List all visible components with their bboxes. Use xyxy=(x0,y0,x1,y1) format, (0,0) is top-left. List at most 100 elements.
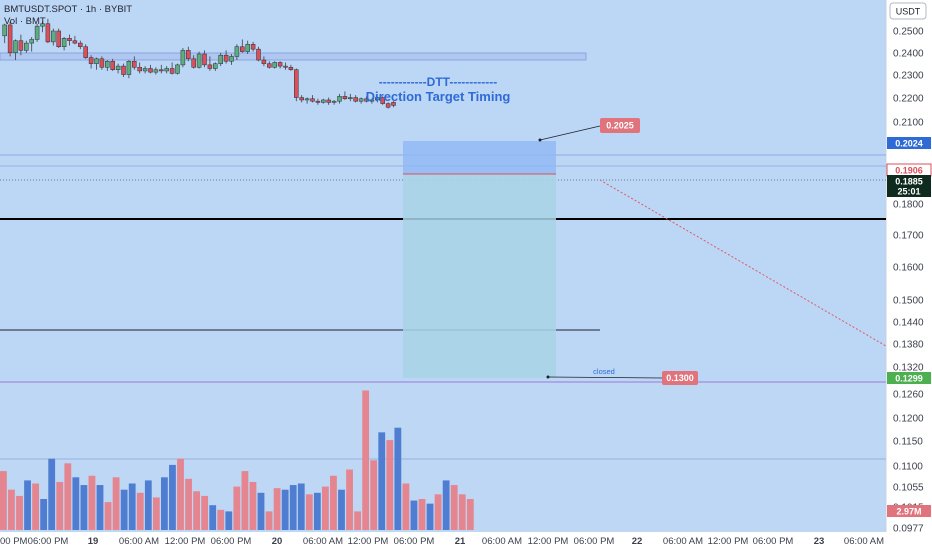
candle-body xyxy=(369,99,375,102)
currency-button-label: USDT xyxy=(896,7,921,17)
candlesticks xyxy=(2,18,396,109)
volume-bar xyxy=(209,505,217,530)
candle-body xyxy=(18,40,24,51)
target-callout-line xyxy=(539,125,601,141)
volume-bar xyxy=(72,477,80,530)
time-tick-label: 06:00 AM xyxy=(844,536,884,547)
candle-body xyxy=(72,40,78,44)
volume-bar xyxy=(265,511,273,530)
candle-body xyxy=(375,97,380,101)
candle-body xyxy=(121,65,126,75)
time-tick-label: 12:00 PM xyxy=(528,536,569,547)
candle-body xyxy=(94,58,99,64)
candle-body xyxy=(40,23,45,27)
axis-tag-volume: 2.97M xyxy=(896,507,921,517)
axis-tag-countdown: 25:01 xyxy=(897,187,920,197)
volume-bar xyxy=(346,469,353,530)
candle-body xyxy=(331,100,337,103)
time-tick-label: 06:00 PM xyxy=(753,536,794,547)
volume-bar xyxy=(338,489,345,530)
time-tick-label: 06:00 AM xyxy=(663,536,703,547)
time-tick-label: 23 xyxy=(814,536,825,547)
position-loss-zone[interactable] xyxy=(403,174,556,378)
volume-bar xyxy=(161,477,168,530)
candle-body xyxy=(229,56,234,62)
candle-body xyxy=(348,97,353,100)
volume-bar xyxy=(104,502,112,530)
volume-bar xyxy=(201,495,209,530)
target-callout-dot xyxy=(538,138,542,142)
volume-bar xyxy=(281,489,289,530)
volume-bar xyxy=(466,499,474,530)
candle-body xyxy=(283,65,288,68)
candle-body xyxy=(99,58,105,68)
candle-body xyxy=(353,97,358,102)
candle-body xyxy=(196,53,202,68)
time-tick-label: 21 xyxy=(455,536,466,547)
volume-bar xyxy=(289,485,297,530)
target-tag-box[interactable] xyxy=(600,118,640,133)
position-profit-zone[interactable] xyxy=(403,141,556,174)
candle-body xyxy=(310,98,315,102)
price-tick-label: 0.1800 xyxy=(893,200,924,211)
candle-body xyxy=(51,30,56,43)
time-axis[interactable]: 00 PM 06:00 PM 19 06:00 AM 12:00 PM 06:00 PM 2… xyxy=(0,536,884,547)
axis-tag-last: 0.1885 xyxy=(895,177,923,187)
volume-bar xyxy=(273,488,281,530)
time-tick-label: 22 xyxy=(632,536,643,547)
target-tag: 0.2025 xyxy=(606,121,634,131)
volume-bar xyxy=(56,481,64,530)
candle-body xyxy=(169,68,175,74)
candle-body xyxy=(213,63,218,69)
time-axis-background xyxy=(0,532,932,550)
candle-body xyxy=(245,44,250,52)
volume-bar xyxy=(394,427,402,530)
volume-bar xyxy=(120,489,128,530)
currency-button[interactable] xyxy=(889,2,927,20)
stop-tag-box[interactable] xyxy=(662,371,698,385)
volume-bar xyxy=(362,390,370,530)
volume-bar xyxy=(418,499,426,530)
volume-bar xyxy=(233,486,241,530)
dtt-subtitle: Direction Target Timing xyxy=(366,89,511,104)
time-tick-label: 12:00 PM xyxy=(165,536,206,547)
price-axis[interactable]: 0.2500 0.2400 0.2300 0.2200 0.2100 0.1800 0.17… xyxy=(893,27,924,535)
candle-body xyxy=(13,40,18,54)
volume-bar xyxy=(442,480,450,530)
price-tick-label: 0.0977 xyxy=(893,524,924,535)
price-tick-label: 0.2500 xyxy=(893,27,924,38)
volume-bar xyxy=(225,511,233,530)
volume-bar xyxy=(249,481,257,530)
volume-bar xyxy=(458,494,466,530)
candle-body xyxy=(56,30,61,47)
axis-tag-red: 0.1906 xyxy=(895,166,923,176)
volume-bar xyxy=(386,440,394,530)
volume-bar xyxy=(152,497,160,530)
volume-bar xyxy=(136,492,144,530)
price-tick-label: 0.2300 xyxy=(893,71,924,82)
volume-bars xyxy=(0,390,474,530)
candle-body xyxy=(250,44,256,50)
candle-body xyxy=(218,54,223,64)
volume-bar xyxy=(217,509,225,530)
volume-bar xyxy=(370,460,378,530)
stop-callout-line xyxy=(547,376,663,379)
candle-body xyxy=(364,98,369,102)
volume-bar xyxy=(185,478,192,530)
time-tick-label: 19 xyxy=(88,536,99,547)
candle-body xyxy=(132,61,137,68)
volume-bar xyxy=(8,489,15,530)
candle-body xyxy=(358,98,364,102)
volume-bar xyxy=(193,491,200,530)
candle-body xyxy=(137,67,142,72)
candle-body xyxy=(240,46,245,52)
volume-bar xyxy=(96,485,104,530)
candle-body xyxy=(159,69,164,72)
volume-title: Vol · BMT xyxy=(4,16,46,27)
candle-body xyxy=(261,59,267,64)
price-tick-label: 0.2200 xyxy=(893,94,924,105)
candle-body xyxy=(294,69,299,98)
volume-bar xyxy=(40,499,48,530)
volume-bar xyxy=(112,477,120,530)
